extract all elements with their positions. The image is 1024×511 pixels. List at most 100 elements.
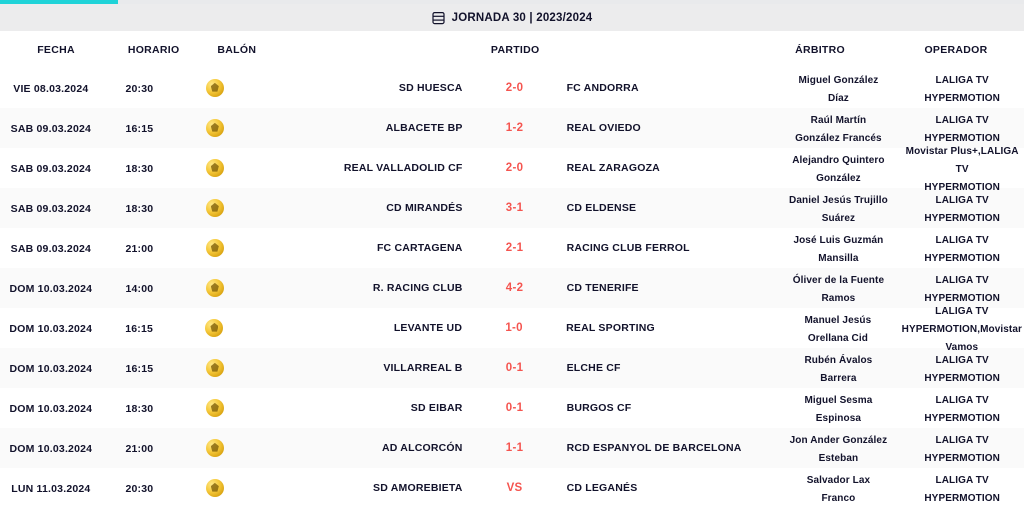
away-team[interactable]: CD ELDENSE — [544, 199, 777, 217]
match-broadcaster: LALIGA TV HYPERMOTION — [924, 75, 1000, 104]
column-header-partido[interactable]: PARTIDO — [490, 43, 540, 56]
matchday-title: JORNADA 30 | 2023/2024 — [451, 11, 593, 24]
home-team[interactable]: SD EIBAR — [253, 399, 486, 417]
away-team-name: CD LEGANÉS — [566, 482, 638, 494]
away-team-crest-icon — [544, 239, 560, 257]
column-header-horario[interactable]: HORARIO — [127, 43, 180, 56]
match-date: DOM 10.03.2024 — [9, 443, 93, 455]
match-time: 16:15 — [125, 363, 154, 375]
match-date: DOM 10.03.2024 — [9, 403, 93, 415]
away-team-name: FC ANDORRA — [566, 82, 639, 94]
match-time: 20:30 — [125, 83, 154, 95]
match-date: VIE 08.03.2024 — [13, 83, 89, 95]
match-referee: José Luis Guzmán Mansilla — [793, 235, 884, 264]
table-row[interactable]: VIE 08.03.2024 20:30 SD HUESCA 2-0 FC ANDORR… — [0, 68, 1024, 108]
match-broadcaster: LALIGA TV HYPERMOTION — [924, 435, 1000, 464]
table-row[interactable]: SAB 09.03.2024 18:30 CD MIRANDÉS 3-1 CD ELDE… — [0, 188, 1024, 228]
home-team-crest-icon — [470, 439, 486, 457]
home-team-name: FC CARTAGENA — [376, 242, 463, 254]
away-team[interactable]: FC ANDORRA — [544, 79, 777, 97]
match-time: 18:30 — [125, 403, 154, 415]
table-row[interactable]: LUN 11.03.2024 20:30 SD AMOREBIETA VS CD LEG… — [0, 468, 1024, 508]
home-team-name: REAL VALLADOLID CF — [343, 162, 463, 174]
match-ball-icon[interactable] — [205, 198, 224, 217]
home-team-crest-icon — [470, 239, 486, 257]
home-team[interactable]: R. RACING CLUB — [253, 279, 486, 297]
match-ball-icon[interactable] — [205, 158, 224, 177]
away-team[interactable]: RACING CLUB FERROL — [544, 239, 777, 257]
match-date: SAB 09.03.2024 — [10, 203, 92, 215]
home-team[interactable]: CD MIRANDÉS — [253, 199, 486, 217]
match-date: SAB 09.03.2024 — [10, 243, 92, 255]
away-team-name: ELCHE CF — [566, 362, 621, 374]
match-time: 16:15 — [125, 323, 154, 335]
home-team[interactable]: LEVANTE UD — [252, 319, 485, 337]
away-team-name: RACING CLUB FERROL — [566, 242, 690, 254]
table-row[interactable]: DOM 10.03.2024 14:00 R. RACING CLUB 4-2 CD T… — [0, 268, 1024, 308]
home-team[interactable]: ALBACETE BP — [253, 119, 486, 137]
match-broadcaster: LALIGA TV HYPERMOTION — [924, 395, 1000, 424]
match-time: 16:15 — [125, 123, 154, 135]
away-team[interactable]: CD LEGANÉS — [544, 479, 777, 497]
table-row[interactable]: DOM 10.03.2024 18:30 SD EIBAR 0-1 BURGOS CF M… — [0, 388, 1024, 428]
match-ball-icon[interactable] — [205, 398, 224, 417]
match-score: 1-1 — [505, 442, 524, 454]
home-team[interactable]: AD ALCORCÓN — [253, 439, 486, 457]
match-broadcaster: LALIGA TV HYPERMOTION,Movistar Vamos — [901, 306, 1022, 353]
matchday-banner: JORNADA 30 | 2023/2024 — [0, 4, 1024, 31]
home-team-name: CD MIRANDÉS — [386, 202, 463, 214]
column-header-fecha[interactable]: FECHA — [37, 43, 75, 56]
away-team[interactable]: RCD ESPANYOL DE BARCELONA — [544, 439, 777, 457]
home-team-crest-icon — [470, 279, 486, 297]
match-ball-icon[interactable] — [205, 318, 224, 337]
away-team[interactable]: ELCHE CF — [544, 359, 777, 377]
column-header-operador[interactable]: OPERADOR — [924, 43, 988, 56]
column-header-arbitro[interactable]: ÁRBITRO — [795, 43, 845, 56]
away-team[interactable]: REAL SPORTING — [543, 319, 776, 337]
away-team[interactable]: BURGOS CF — [544, 399, 777, 417]
away-team[interactable]: REAL ZARAGOZA — [544, 159, 777, 177]
home-team-name: SD EIBAR — [410, 402, 463, 414]
table-row[interactable]: DOM 10.03.2024 21:00 AD ALCORCÓN 1-1 RCD ESP… — [0, 428, 1024, 468]
table-row[interactable]: SAB 09.03.2024 21:00 FC CARTAGENA 2-1 RACING… — [0, 228, 1024, 268]
match-score: 0-1 — [505, 402, 524, 414]
away-team-crest-icon — [544, 119, 560, 137]
home-team-crest-icon — [470, 159, 486, 177]
away-team-name: BURGOS CF — [566, 402, 632, 414]
home-team[interactable]: VILLARREAL B — [253, 359, 486, 377]
home-team[interactable]: FC CARTAGENA — [253, 239, 486, 257]
away-team[interactable]: CD TENERIFE — [544, 279, 777, 297]
home-team-crest-icon — [470, 479, 486, 497]
table-header-row: FECHA HORARIO BALÓN PARTIDO ÁRBITRO OPER… — [0, 31, 1024, 68]
away-team-crest-icon — [544, 159, 560, 177]
home-team[interactable]: SD HUESCA — [253, 79, 486, 97]
match-broadcaster: LALIGA TV HYPERMOTION — [924, 475, 1000, 504]
match-ball-icon[interactable] — [205, 278, 224, 297]
table-row[interactable]: SAB 09.03.2024 18:30 REAL VALLADOLID CF 2-0… — [0, 146, 1024, 193]
match-time: 18:30 — [125, 163, 154, 175]
match-score: 1-0 — [505, 322, 523, 334]
match-date: DOM 10.03.2024 — [9, 363, 93, 375]
match-referee: Raúl Martín González Francés — [795, 115, 882, 144]
column-header-balon[interactable]: BALÓN — [217, 43, 257, 56]
match-broadcaster: LALIGA TV HYPERMOTION — [924, 115, 1000, 144]
match-ball-icon[interactable] — [205, 438, 224, 457]
match-ball-icon[interactable] — [205, 478, 224, 497]
match-broadcaster: LALIGA TV HYPERMOTION — [924, 355, 1000, 384]
table-body: VIE 08.03.2024 20:30 SD HUESCA 2-0 FC ANDORR… — [0, 68, 1024, 508]
home-team[interactable]: SD AMOREBIETA — [253, 479, 486, 497]
table-row[interactable]: DOM 10.03.2024 16:15 VILLARREAL B 0-1 ELCHE … — [0, 348, 1024, 388]
home-team[interactable]: REAL VALLADOLID CF — [253, 159, 486, 177]
match-referee: Daniel Jesús Trujillo Suárez — [789, 195, 888, 224]
match-date: SAB 09.03.2024 — [10, 123, 92, 135]
match-ball-icon[interactable] — [205, 358, 224, 377]
away-team[interactable]: REAL OVIEDO — [544, 119, 777, 137]
match-ball-icon[interactable] — [205, 238, 224, 257]
away-team-name: RCD ESPANYOL DE BARCELONA — [566, 442, 742, 454]
match-ball-icon[interactable] — [205, 118, 224, 137]
table-row[interactable]: SAB 09.03.2024 16:15 ALBACETE BP 1-2 REAL OV… — [0, 108, 1024, 148]
match-ball-icon[interactable] — [205, 78, 224, 97]
table-row[interactable]: DOM 10.03.2024 16:15 LEVANTE UD 1-0 REAL SPO… — [0, 306, 1024, 353]
home-team-crest-icon — [470, 199, 486, 217]
away-team-name: REAL ZARAGOZA — [566, 162, 660, 174]
